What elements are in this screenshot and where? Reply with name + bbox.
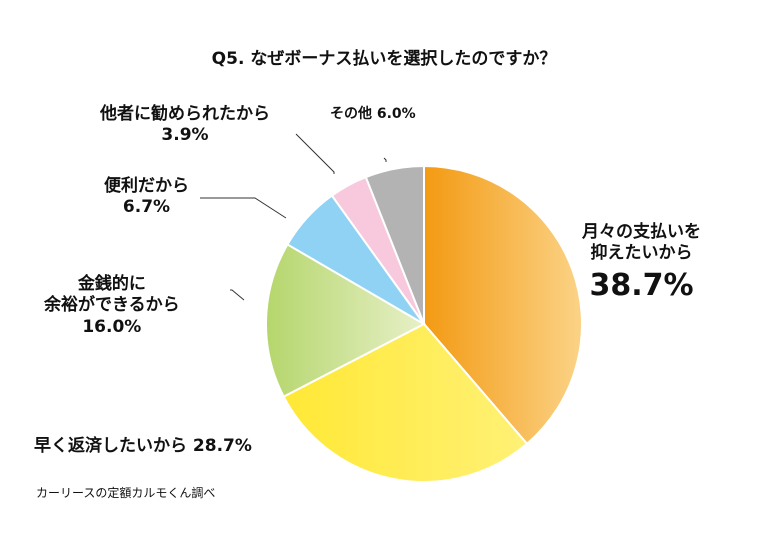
slice-label-recommended-text: 他者に勧められたから xyxy=(100,104,270,124)
leader-line-recommended xyxy=(295,133,335,174)
slice-value-monthly: 38.7% xyxy=(589,267,694,303)
slice-value-convenient: 6.7% xyxy=(122,197,171,218)
pie-slice-monthly xyxy=(423,164,583,446)
slice-label-early-repay-text: 早く返済したいから 28.7% xyxy=(34,436,252,456)
chart-title: Q5. なぜボーナス払いを選択したのですか？ xyxy=(211,49,557,69)
slice-label-convenient-text: 便利だから xyxy=(104,176,189,196)
slice-label-affordable-line2: 余裕ができるから xyxy=(44,295,180,316)
slice-value-recommended: 3.9% xyxy=(161,125,209,146)
slice-label-affordable-line1: 金銭的に xyxy=(77,274,146,294)
slice-label-monthly-line2: 抑えたいから xyxy=(590,243,693,264)
slice-label-monthly: 月々の支払いを 抑えたいから 38.7% xyxy=(582,222,701,304)
pie-slice-affordable xyxy=(265,243,427,398)
slice-label-recommended: 他者に勧められたから 3.9% xyxy=(100,104,270,147)
slice-label-monthly-line1: 月々の支払いを xyxy=(582,222,701,242)
leader-line-other xyxy=(383,157,387,162)
leader-line-convenient xyxy=(200,197,287,219)
slice-value-affordable: 16.0% xyxy=(82,316,142,337)
slice-label-other: その他 6.0% xyxy=(330,106,416,124)
slice-label-early-repay: 早く返済したいから 28.7% xyxy=(34,436,252,457)
leader-line-affordable xyxy=(230,289,245,301)
pie-slice-early-repay xyxy=(282,322,529,484)
slice-label-affordable: 金銭的に 余裕ができるから 16.0% xyxy=(44,274,180,338)
slice-label-other-text: その他 6.0% xyxy=(330,106,416,122)
pie-slice-other xyxy=(364,164,425,325)
source-note: カーリースの定額カルモくん調べ xyxy=(36,486,216,500)
slice-label-convenient: 便利だから 6.7% xyxy=(104,176,189,219)
